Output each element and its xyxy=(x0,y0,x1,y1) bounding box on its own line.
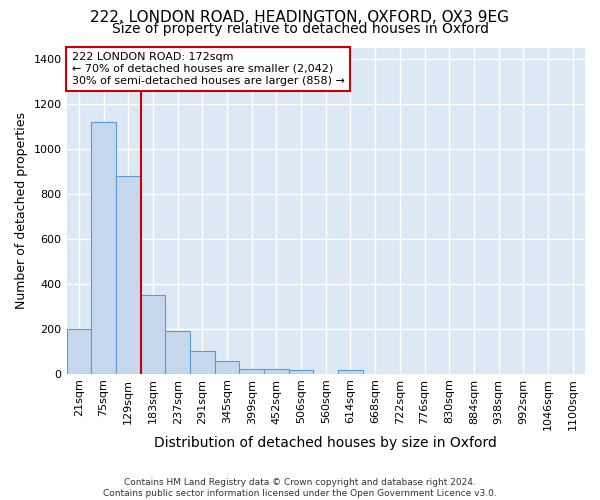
Bar xyxy=(264,369,289,374)
Text: 222 LONDON ROAD: 172sqm
← 70% of detached houses are smaller (2,042)
30% of semi: 222 LONDON ROAD: 172sqm ← 70% of detache… xyxy=(72,52,344,86)
Bar xyxy=(140,295,165,374)
Y-axis label: Number of detached properties: Number of detached properties xyxy=(15,112,28,309)
X-axis label: Distribution of detached houses by size in Oxford: Distribution of detached houses by size … xyxy=(154,436,497,450)
Bar xyxy=(116,176,140,374)
Bar xyxy=(67,328,91,374)
Text: Contains HM Land Registry data © Crown copyright and database right 2024.
Contai: Contains HM Land Registry data © Crown c… xyxy=(103,478,497,498)
Bar xyxy=(190,351,215,374)
Text: Size of property relative to detached houses in Oxford: Size of property relative to detached ho… xyxy=(112,22,488,36)
Text: 222, LONDON ROAD, HEADINGTON, OXFORD, OX3 9EG: 222, LONDON ROAD, HEADINGTON, OXFORD, OX… xyxy=(91,10,509,25)
Bar xyxy=(91,122,116,374)
Bar xyxy=(239,369,264,374)
Bar xyxy=(165,331,190,374)
Bar xyxy=(215,362,239,374)
Bar xyxy=(338,370,363,374)
Bar xyxy=(289,370,313,374)
